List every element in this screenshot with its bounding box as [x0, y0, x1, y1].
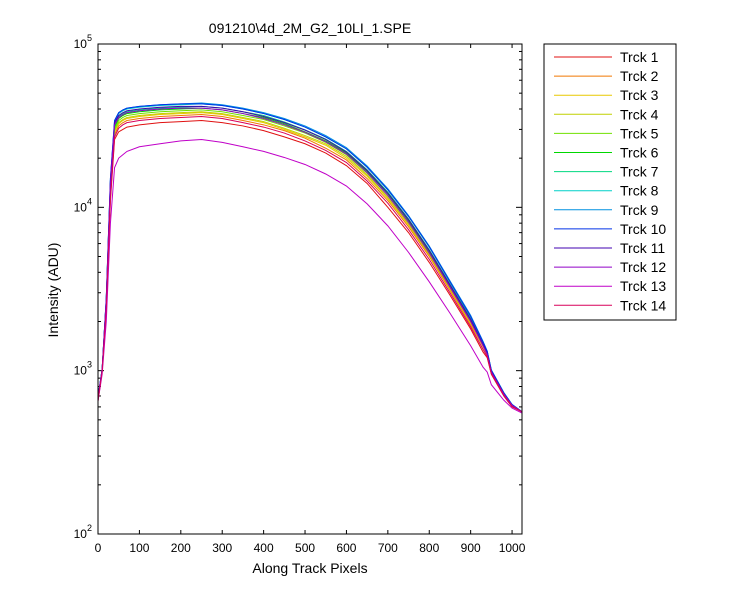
- legend-label-13: Trck 13: [620, 278, 666, 294]
- series-line-12: [98, 107, 522, 413]
- x-tick-label: 200: [171, 541, 191, 555]
- x-tick-label: 500: [295, 541, 315, 555]
- x-tick-label: 0: [95, 541, 102, 555]
- y-tick-exponent: 2: [87, 523, 92, 533]
- series-lines: [98, 102, 522, 414]
- legend-label-4: Trck 4: [620, 106, 659, 122]
- chart-title: 091210\4d_2M_G2_10LI_1.SPE: [209, 20, 411, 36]
- legend-label-9: Trck 9: [620, 202, 659, 218]
- y-tick-exponent: 4: [87, 196, 92, 206]
- x-tick-label: 300: [212, 541, 232, 555]
- x-tick-label: 400: [254, 541, 274, 555]
- y-tick-exponent: 3: [87, 360, 92, 370]
- legend-label-6: Trck 6: [620, 145, 659, 161]
- x-tick-label: 1000: [499, 541, 526, 555]
- legend-box: [543, 43, 677, 321]
- plot-area-frame: [97, 43, 523, 535]
- y-tick-exponent: 5: [87, 33, 92, 43]
- legend-label-8: Trck 8: [620, 183, 659, 199]
- y-axis-label: Intensity (ADU): [45, 243, 61, 338]
- legend-label-3: Trck 3: [620, 87, 659, 103]
- series-line-1: [98, 120, 522, 413]
- y-tick-base: 10: [74, 364, 88, 378]
- legend: Trck 1 Trck 2 Trck 3 Trck 4 Trck 5 Trck 6 Trck…: [543, 43, 677, 321]
- legend-label-2: Trck 2: [620, 68, 659, 84]
- y-tick-base: 10: [74, 37, 88, 51]
- y-tick-base: 10: [74, 527, 88, 541]
- series-line-13: [98, 139, 522, 414]
- x-tick-label: 600: [336, 541, 356, 555]
- legend-label-1: Trck 1: [620, 49, 659, 65]
- x-tick-label: 100: [129, 541, 149, 555]
- x-axis-label: Along Track Pixels: [252, 560, 367, 576]
- legend-label-12: Trck 12: [620, 259, 666, 275]
- legend-label-10: Trck 10: [620, 221, 666, 237]
- y-tick-label: 102: [74, 523, 92, 541]
- x-tick-label: 700: [378, 541, 398, 555]
- series-line-14: [98, 115, 522, 413]
- series-line-11: [98, 105, 522, 413]
- legend-label-11: Trck 11: [620, 240, 665, 256]
- x-axis-ticks: 0 100 200 300 400 500 600 700 800 900 1000: [95, 44, 526, 555]
- y-tick-label: 104: [74, 196, 92, 214]
- legend-label-7: Trck 7: [620, 164, 659, 180]
- x-tick-label: 800: [419, 541, 439, 555]
- y-tick-label: 105: [74, 33, 92, 51]
- y-tick-base: 10: [74, 200, 88, 214]
- y-tick-label: 103: [74, 360, 92, 378]
- x-tick-label: 900: [461, 541, 481, 555]
- legend-label-5: Trck 5: [620, 125, 659, 141]
- series-line-10: [98, 103, 522, 413]
- legend-label-14: Trck 14: [620, 297, 666, 313]
